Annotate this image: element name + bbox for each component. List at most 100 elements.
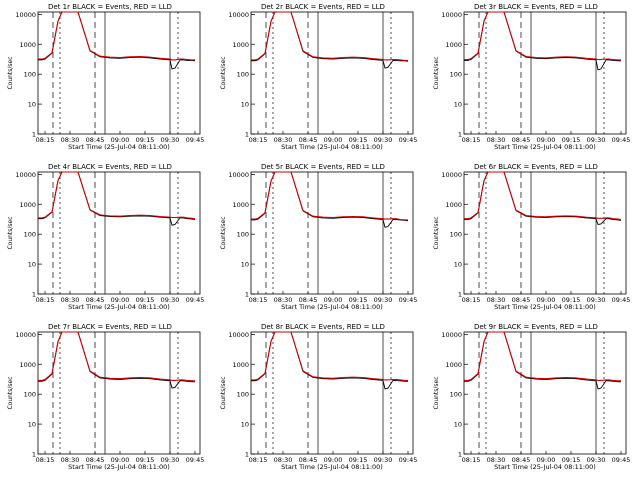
x-axis-label: Start Time (25-Jul-04 08:11:00) — [281, 463, 383, 471]
x-tick-label: 08:30 — [61, 136, 80, 144]
x-tick-label: 09:30 — [587, 136, 606, 144]
x-tick-label: 09:00 — [537, 296, 556, 304]
x-tick-label: 09:30 — [374, 456, 393, 464]
plot-frame — [463, 331, 627, 455]
y-tick-label: 1000 — [445, 201, 462, 209]
y-tick-label: 10000 — [228, 11, 249, 19]
detector-chart: Det 2r BLACK = Events, RED = LLD 1 10 100 10… — [220, 3, 418, 151]
x-tick-label: 09:45 — [186, 456, 205, 464]
y-axis-label: Counts/sec — [7, 216, 14, 249]
x-axis-label: Start Time (25-Jul-04 08:11:00) — [281, 143, 383, 151]
y-tick-label: 1 — [245, 131, 249, 139]
y-tick-label: 100 — [450, 391, 462, 399]
x-tick-label: 08:30 — [61, 296, 80, 304]
detector-chart: Det 1r BLACK = Events, RED = LLD 1 10 100 10… — [7, 3, 204, 151]
x-axis-label: Start Time (25-Jul-04 08:11:00) — [494, 143, 596, 151]
y-tick-label: 1 — [245, 291, 249, 299]
y-tick-label: 1000 — [19, 361, 36, 369]
x-axis-label: Start Time (25-Jul-04 08:11:00) — [281, 303, 383, 311]
x-tick-label: 09:30 — [587, 296, 606, 304]
x-tick-label: 09:00 — [111, 296, 130, 304]
x-tick-label: 09:45 — [186, 296, 205, 304]
y-tick-label: 1000 — [19, 201, 36, 209]
chart-title: Det 1r BLACK = Events, RED = LLD — [48, 3, 172, 11]
x-tick-label: 09:30 — [374, 136, 393, 144]
x-tick-label: 08:45 — [512, 296, 531, 304]
x-tick-label: 08:45 — [299, 296, 318, 304]
detector-chart: Det 3r BLACK = Events, RED = LLD 1 10 100 10… — [433, 3, 630, 151]
y-tick-label: 1 — [458, 131, 462, 139]
y-axis-label: Counts/sec — [7, 376, 14, 409]
x-tick-label: 09:00 — [537, 136, 556, 144]
y-tick-label: 10 — [241, 261, 249, 269]
y-tick-label: 10000 — [441, 331, 462, 339]
x-tick-label: 08:15 — [36, 456, 55, 464]
y-tick-label: 10000 — [228, 171, 249, 179]
y-tick-label: 10000 — [15, 331, 36, 339]
y-axis-label: Counts/sec — [220, 376, 227, 409]
detector-panel: Det 7r BLACK = Events, RED = LLD 1 10 100 10… — [0, 320, 213, 480]
x-tick-label: 08:15 — [462, 456, 481, 464]
y-tick-label: 1 — [458, 291, 462, 299]
y-tick-label: 100 — [237, 231, 249, 239]
x-tick-label: 09:15 — [136, 456, 155, 464]
chart-title: Det 3r BLACK = Events, RED = LLD — [474, 3, 598, 11]
x-tick-label: 09:15 — [562, 296, 581, 304]
x-tick-label: 08:45 — [299, 136, 318, 144]
chart-title: Det 9r BLACK = Events, RED = LLD — [474, 323, 598, 331]
x-tick-label: 08:30 — [487, 136, 506, 144]
x-tick-label: 08:30 — [274, 296, 293, 304]
y-tick-label: 1 — [32, 131, 36, 139]
x-tick-label: 08:45 — [512, 136, 531, 144]
x-tick-label: 08:15 — [36, 296, 55, 304]
x-tick-label: 09:30 — [374, 296, 393, 304]
x-tick-label: 08:15 — [249, 296, 268, 304]
detector-chart: Det 4r BLACK = Events, RED = LLD 1 10 100 10… — [7, 163, 205, 311]
x-tick-label: 09:30 — [161, 136, 180, 144]
x-axis-label: Start Time (25-Jul-04 08:11:00) — [68, 143, 170, 151]
y-tick-label: 10 — [454, 261, 462, 269]
plot-frame — [37, 11, 201, 135]
y-tick-label: 100 — [237, 391, 249, 399]
chart-title: Det 2r BLACK = Events, RED = LLD — [261, 3, 385, 11]
x-tick-label: 09:30 — [161, 296, 180, 304]
x-tick-label: 09:00 — [111, 136, 130, 144]
x-tick-label: 09:15 — [136, 136, 155, 144]
y-tick-label: 100 — [450, 71, 462, 79]
series-line-lld — [251, 171, 408, 221]
series-line-lld — [464, 331, 621, 382]
x-tick-label: 08:15 — [462, 136, 481, 144]
y-axis-label: Counts/sec — [433, 56, 440, 89]
series-line-lld — [251, 331, 408, 381]
y-axis-label: Counts/sec — [220, 56, 227, 89]
chart-title: Det 6r BLACK = Events, RED = LLD — [474, 163, 598, 171]
y-tick-label: 1000 — [445, 41, 462, 49]
y-tick-label: 100 — [24, 71, 36, 79]
y-tick-label: 10 — [454, 101, 462, 109]
series-line-events — [38, 331, 195, 389]
x-tick-label: 09:30 — [587, 456, 606, 464]
x-tick-label: 09:45 — [399, 136, 418, 144]
y-tick-label: 10000 — [228, 331, 249, 339]
x-tick-label: 08:15 — [249, 456, 268, 464]
y-tick-label: 1 — [245, 451, 249, 459]
plot-frame — [250, 331, 414, 455]
x-tick-label: 09:15 — [136, 296, 155, 304]
x-tick-label: 09:15 — [349, 136, 368, 144]
y-tick-label: 100 — [237, 71, 249, 79]
series-line-lld — [251, 11, 408, 61]
y-tick-label: 10 — [28, 101, 36, 109]
x-axis-label: Start Time (25-Jul-04 08:11:00) — [494, 303, 596, 311]
series-line-lld — [38, 331, 195, 382]
x-tick-label: 08:15 — [249, 136, 268, 144]
y-tick-label: 1 — [32, 291, 36, 299]
y-tick-label: 10000 — [441, 171, 462, 179]
detector-panel: Det 2r BLACK = Events, RED = LLD 1 10 100 10… — [213, 0, 426, 160]
y-axis-label: Counts/sec — [433, 376, 440, 409]
chart-title: Det 7r BLACK = Events, RED = LLD — [48, 323, 172, 331]
detector-chart: Det 8r BLACK = Events, RED = LLD 1 10 100 10… — [220, 323, 417, 471]
plot-frame — [37, 171, 201, 295]
detector-panel: Det 1r BLACK = Events, RED = LLD 1 10 100 10… — [0, 0, 213, 160]
detector-panel: Det 4r BLACK = Events, RED = LLD 1 10 100 10… — [0, 160, 213, 320]
x-tick-label: 09:00 — [111, 456, 130, 464]
